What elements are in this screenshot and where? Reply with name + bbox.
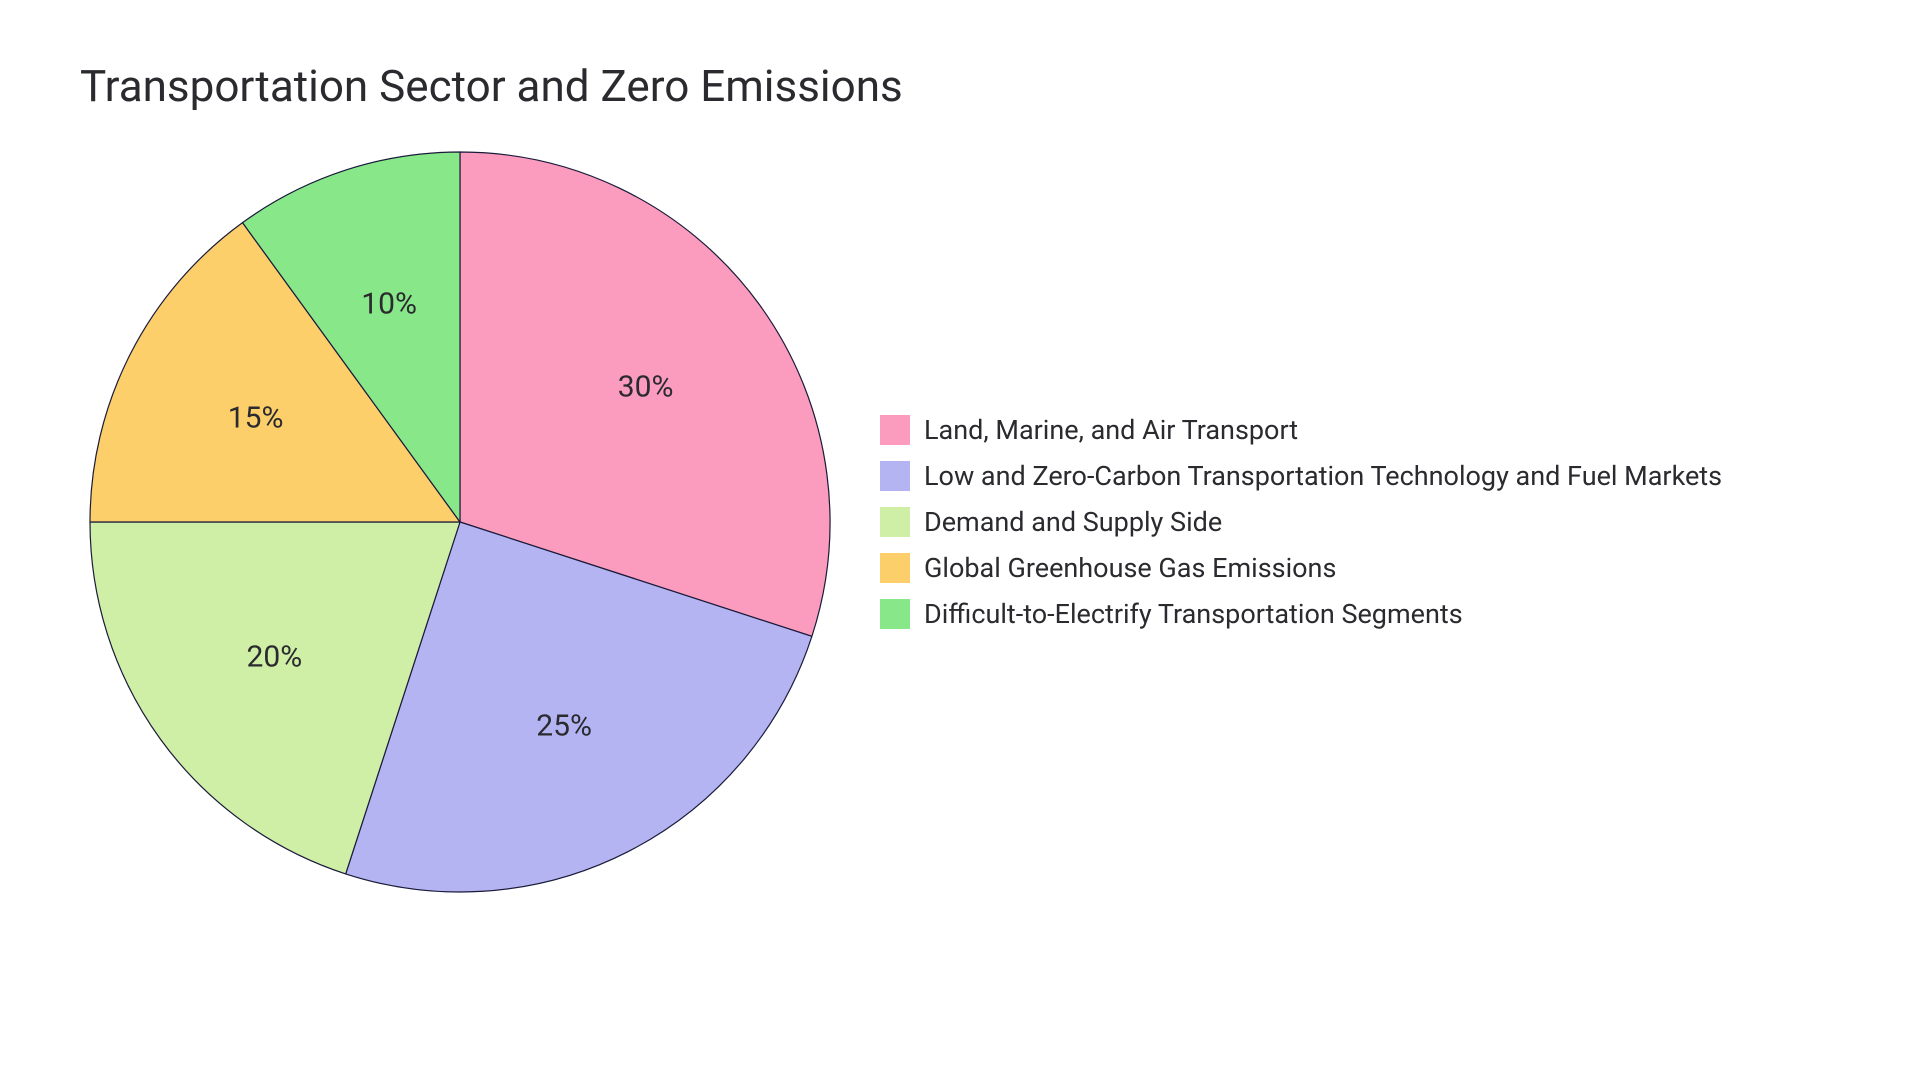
legend-item: Demand and Supply Side	[880, 506, 1722, 538]
legend-label: Difficult-to-Electrify Transportation Se…	[924, 598, 1463, 630]
legend-label: Global Greenhouse Gas Emissions	[924, 552, 1336, 584]
legend: Land, Marine, and Air Transport Low and Z…	[880, 414, 1722, 630]
legend-swatch	[880, 415, 910, 445]
slice-label: 30%	[618, 370, 674, 405]
legend-swatch	[880, 553, 910, 583]
legend-label: Low and Zero-Carbon Transportation Techn…	[924, 460, 1722, 492]
legend-swatch	[880, 461, 910, 491]
legend-item: Difficult-to-Electrify Transportation Se…	[880, 598, 1722, 630]
legend-item: Land, Marine, and Air Transport	[880, 414, 1722, 446]
legend-label: Demand and Supply Side	[924, 506, 1222, 538]
slice-label: 20%	[247, 639, 303, 674]
slice-label: 25%	[536, 709, 592, 744]
chart-row: 30% 25% 20% 15% 10% Land, Marine, and Air Tr…	[80, 142, 1840, 902]
slice-label: 15%	[228, 400, 284, 435]
legend-item: Global Greenhouse Gas Emissions	[880, 552, 1722, 584]
chart-container: Transportation Sector and Zero Emissions…	[0, 0, 1920, 1080]
legend-label: Land, Marine, and Air Transport	[924, 414, 1298, 446]
slice-label: 10%	[361, 286, 417, 321]
legend-item: Low and Zero-Carbon Transportation Techn…	[880, 460, 1722, 492]
legend-swatch	[880, 507, 910, 537]
legend-swatch	[880, 599, 910, 629]
pie-chart: 30% 25% 20% 15% 10%	[80, 142, 840, 902]
chart-title: Transportation Sector and Zero Emissions	[80, 60, 1840, 112]
